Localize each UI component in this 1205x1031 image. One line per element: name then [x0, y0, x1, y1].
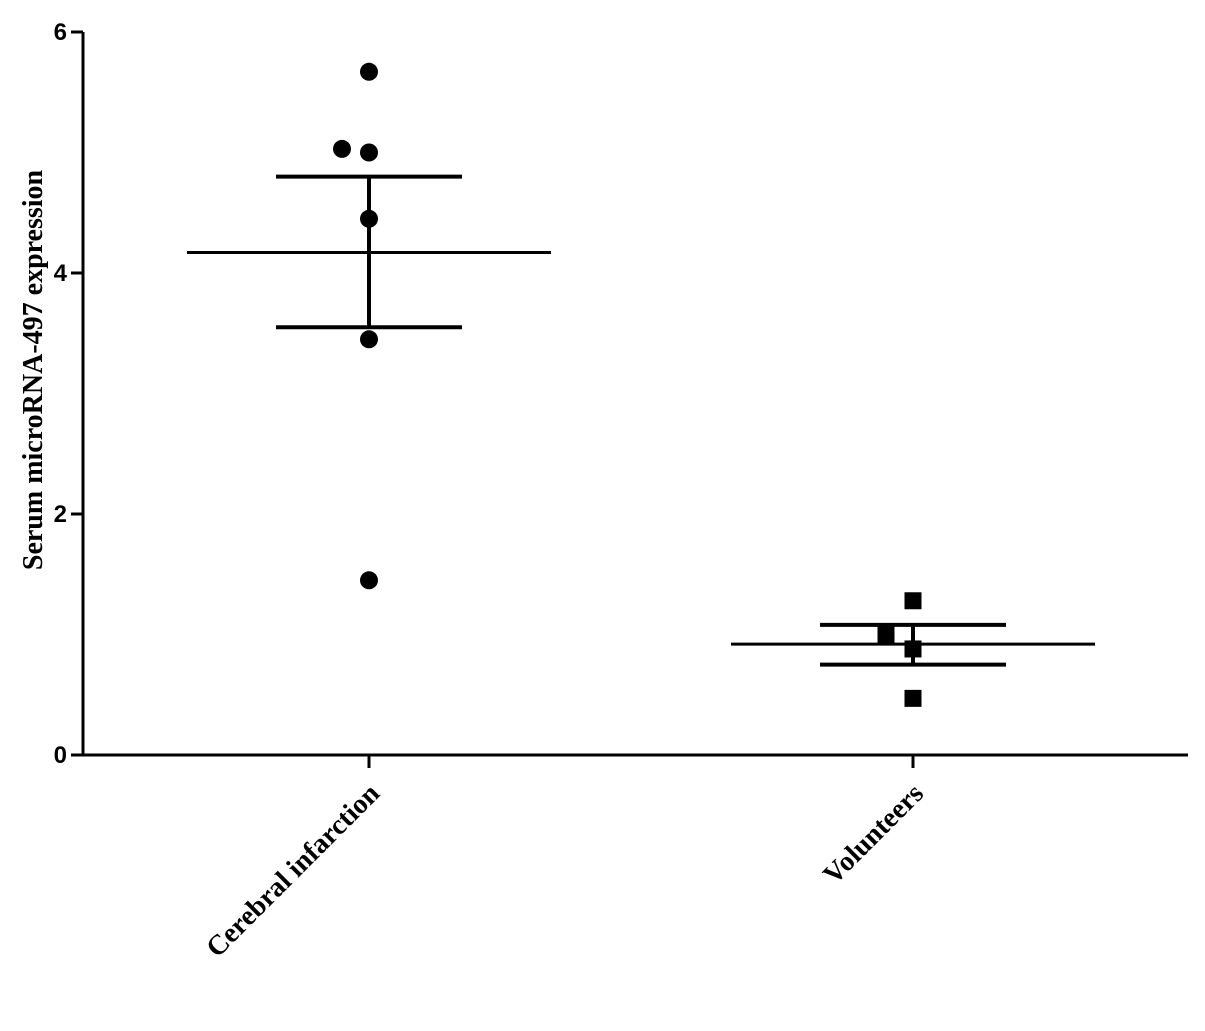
data-point-circle — [360, 571, 378, 590]
mean-error-bars — [187, 174, 1095, 667]
data-point-circle — [360, 62, 378, 81]
data-point-circle — [333, 139, 351, 158]
y-tick-label: 2 — [54, 501, 67, 528]
data-point-square — [904, 592, 922, 610]
data-point-square — [904, 640, 922, 658]
data-point-circle — [360, 330, 378, 349]
x-categories: Cerebral infarction Volunteers — [200, 755, 930, 964]
data-point-square — [877, 626, 895, 643]
data-point-circle — [360, 143, 378, 162]
y-tick-label: 6 — [54, 19, 67, 46]
data-points — [333, 62, 922, 707]
y-axis-title: Serum microRNA-497 expression — [18, 169, 49, 570]
data-point-circle — [360, 209, 378, 228]
y-tick-label: 4 — [54, 260, 68, 287]
y-tick-label: 0 — [54, 742, 67, 769]
y-ticks: 0 2 4 6 — [54, 19, 83, 769]
axes — [81, 32, 1188, 757]
x-category-label: Cerebral infarction — [200, 778, 386, 964]
x-category-label: Volunteers — [817, 778, 930, 891]
data-point-square — [904, 689, 922, 707]
